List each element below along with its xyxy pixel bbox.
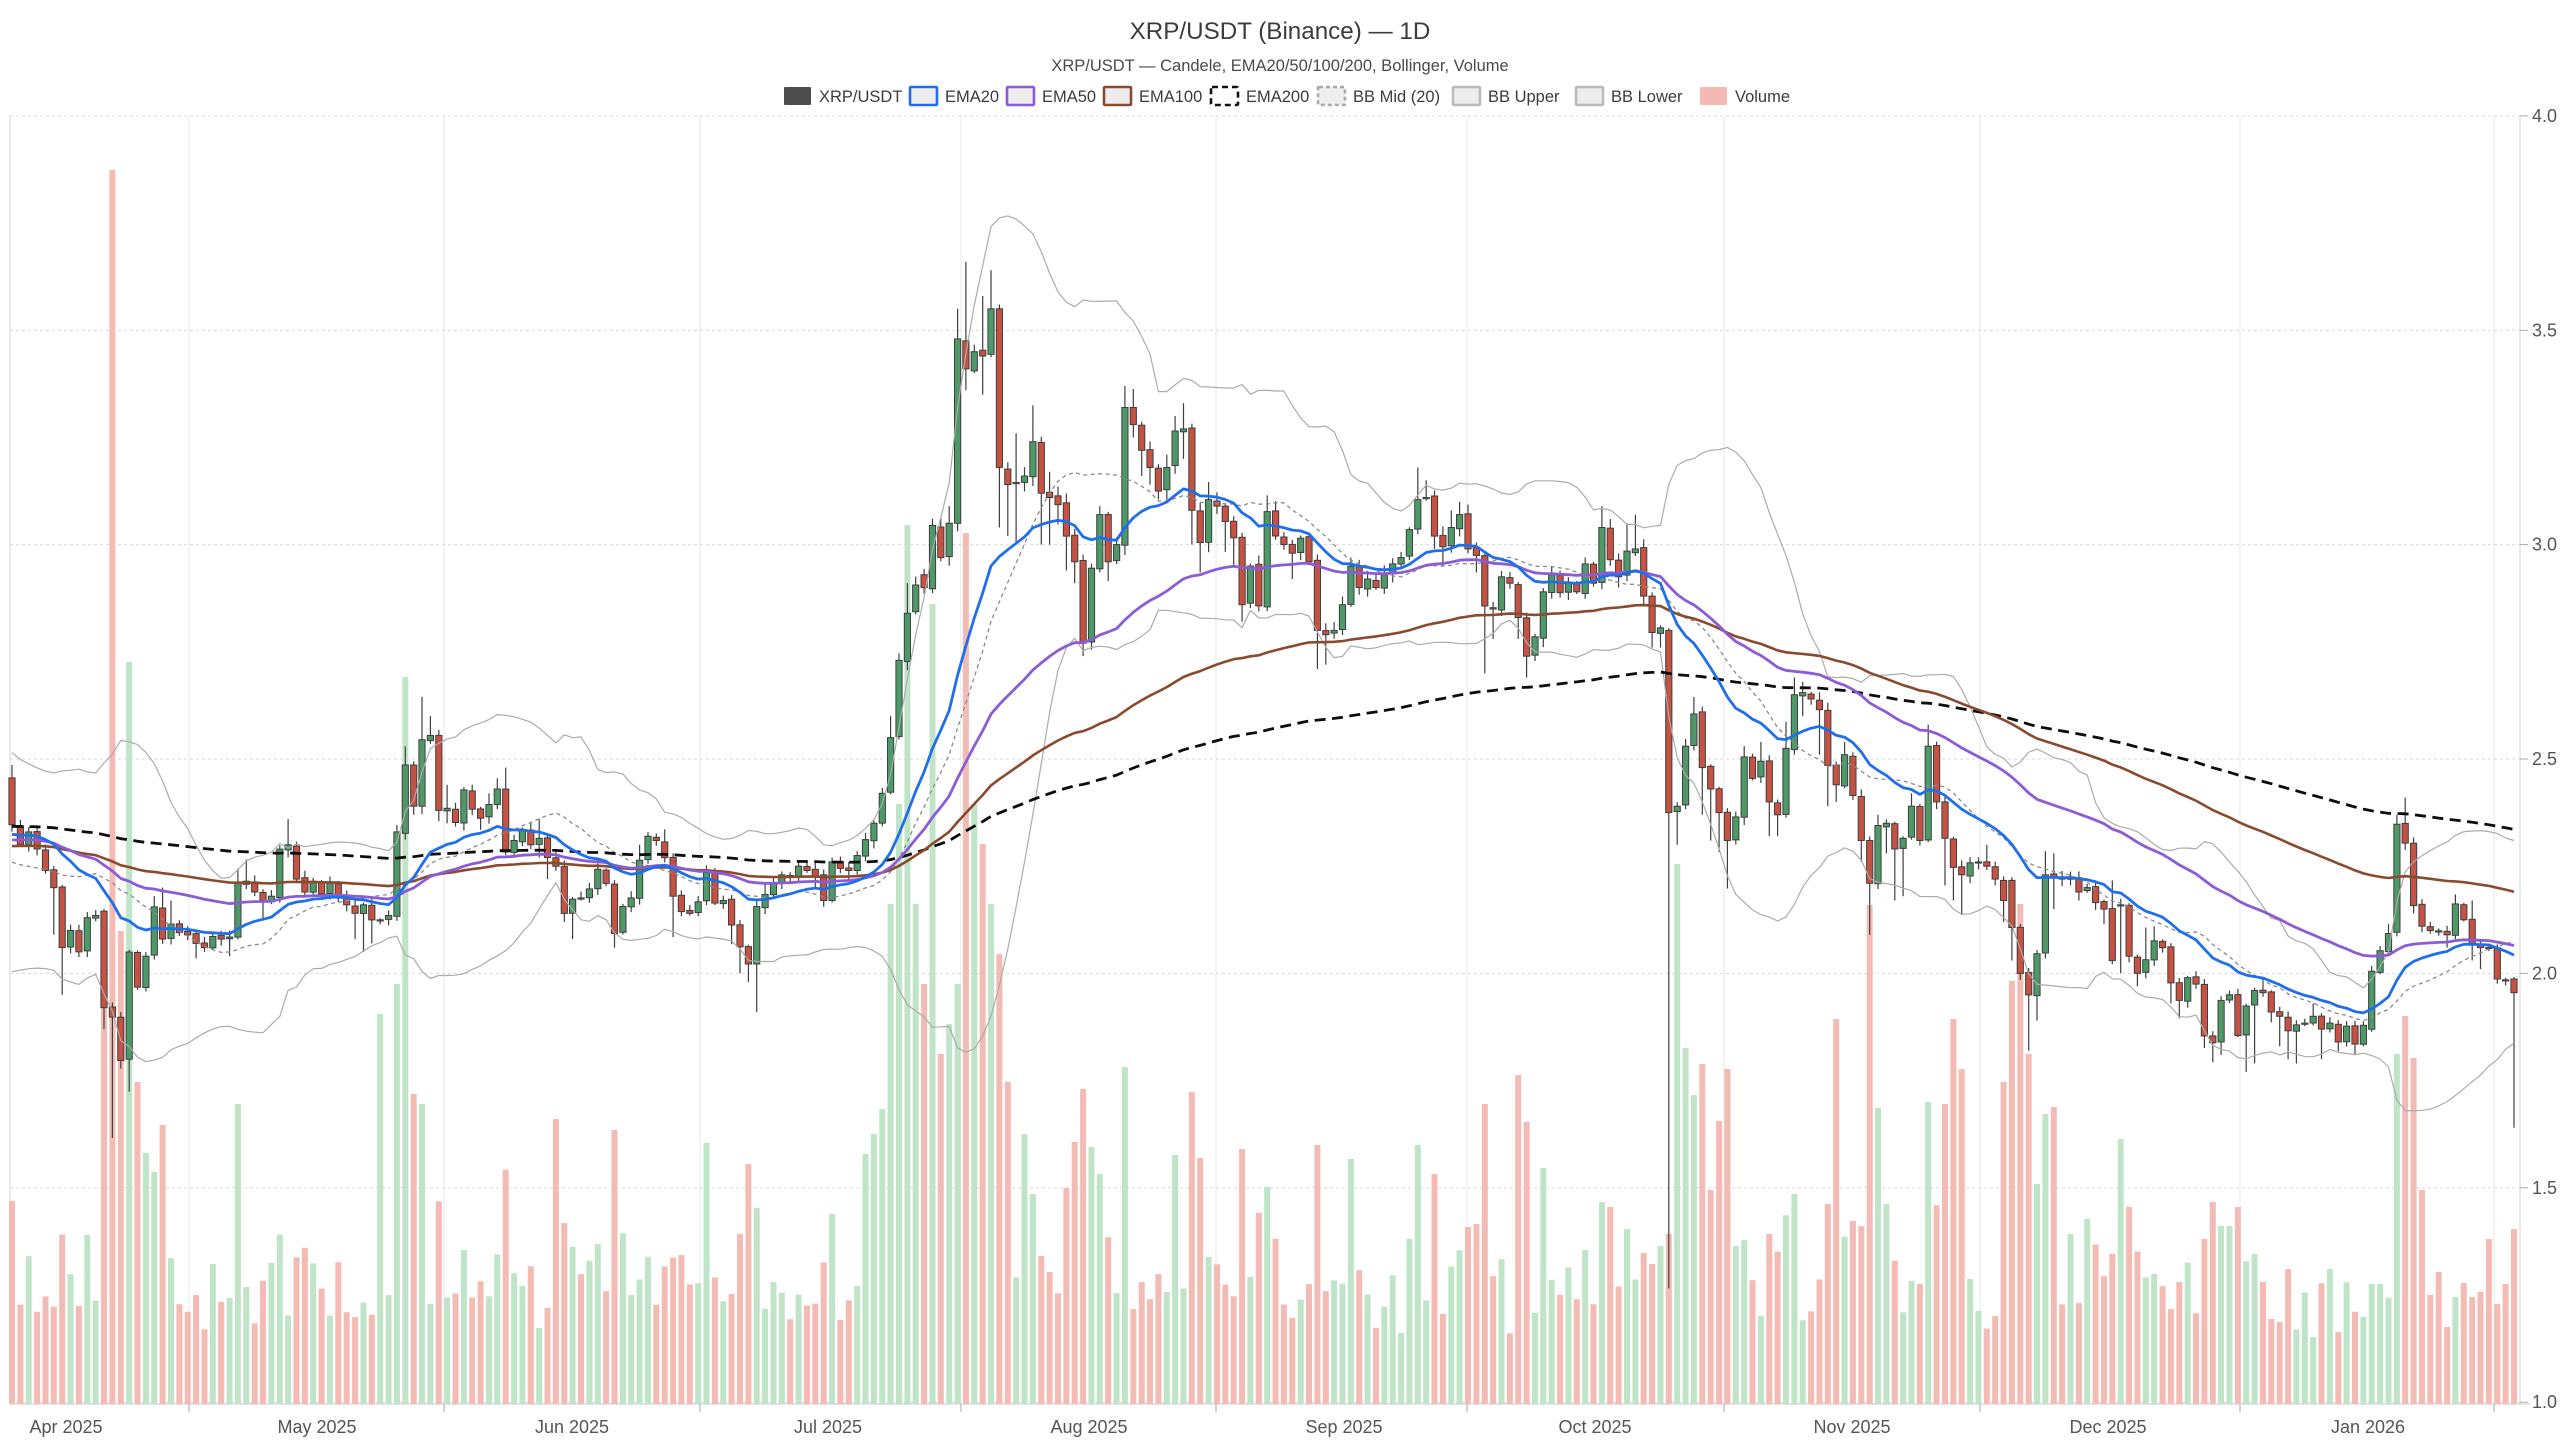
svg-text:Sep 2025: Sep 2025 <box>1305 1417 1382 1437</box>
svg-text:Jul 2025: Jul 2025 <box>794 1417 862 1437</box>
svg-text:1.5: 1.5 <box>2532 1178 2557 1198</box>
svg-text:3.5: 3.5 <box>2532 320 2557 340</box>
svg-text:XRP/USDT: XRP/USDT <box>819 88 902 106</box>
svg-text:3.0: 3.0 <box>2532 535 2557 555</box>
svg-text:Nov 2025: Nov 2025 <box>1813 1417 1890 1437</box>
svg-text:BB Mid (20): BB Mid (20) <box>1353 88 1440 106</box>
svg-text:4.0: 4.0 <box>2532 106 2557 126</box>
svg-text:May 2025: May 2025 <box>277 1417 356 1437</box>
svg-text:XRP/USDT — Candele, EMA20/50/1: XRP/USDT — Candele, EMA20/50/100/200, Bo… <box>1051 57 1508 75</box>
svg-text:Aug 2025: Aug 2025 <box>1050 1417 1127 1437</box>
svg-text:EMA50: EMA50 <box>1042 88 1096 106</box>
svg-text:Volume: Volume <box>1735 88 1790 106</box>
svg-text:Jun 2025: Jun 2025 <box>535 1417 609 1437</box>
svg-text:Dec 2025: Dec 2025 <box>2069 1417 2146 1437</box>
svg-text:2.0: 2.0 <box>2532 963 2557 983</box>
svg-text:EMA100: EMA100 <box>1139 88 1202 106</box>
svg-text:XRP/USDT (Binance) — 1D: XRP/USDT (Binance) — 1D <box>1130 18 1431 45</box>
svg-text:1.0: 1.0 <box>2532 1392 2557 1412</box>
svg-text:2.5: 2.5 <box>2532 749 2557 769</box>
svg-text:Apr 2025: Apr 2025 <box>29 1417 102 1437</box>
svg-text:BB Lower: BB Lower <box>1611 88 1683 106</box>
svg-text:EMA20: EMA20 <box>945 88 999 106</box>
svg-text:Jan 2026: Jan 2026 <box>2331 1417 2405 1437</box>
svg-text:Oct 2025: Oct 2025 <box>1558 1417 1631 1437</box>
svg-text:BB Upper: BB Upper <box>1488 88 1560 106</box>
svg-text:EMA200: EMA200 <box>1246 88 1309 106</box>
